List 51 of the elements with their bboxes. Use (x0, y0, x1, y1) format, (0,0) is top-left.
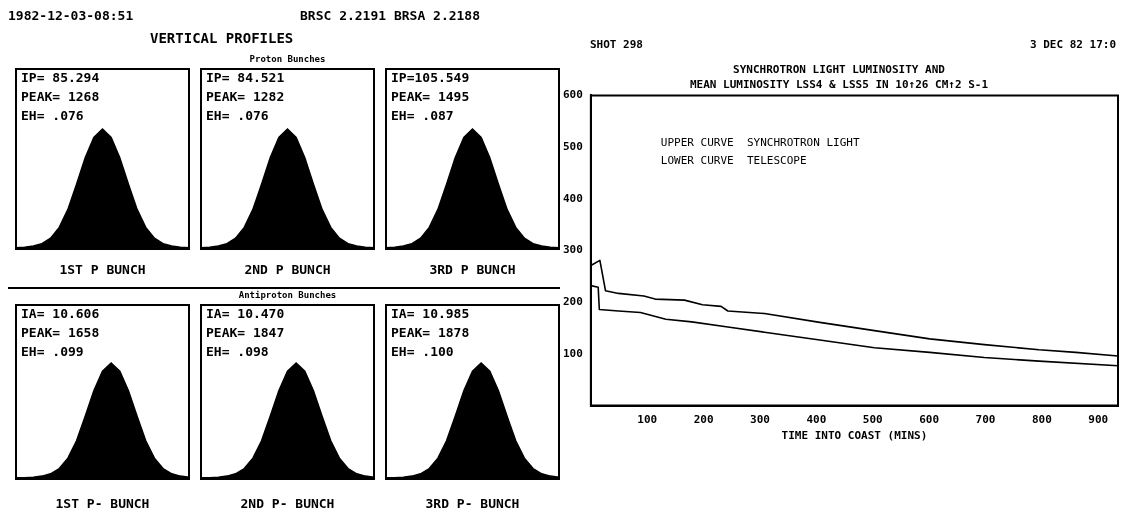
x-tick-label: 700 (975, 413, 996, 427)
text: IA= 10.985 (391, 305, 470, 321)
text: PEAK= 1268 (21, 88, 100, 104)
text: SHOT 298 (590, 38, 643, 52)
text: IP= 84.521 (206, 69, 285, 85)
text: IA= 10.606 (21, 305, 100, 321)
y-tick-label: 100 (562, 346, 583, 360)
x-axis-title: TIME INTO COAST (MINS) (781, 429, 928, 443)
text: IP= 85.294 (21, 69, 100, 85)
text: IA= 10.470 (206, 305, 285, 321)
x-axis-title: 2ND P BUNCH (243, 262, 332, 277)
chart-title: Proton Bunches (248, 54, 327, 64)
y-tick-label: 200 (562, 295, 583, 309)
x-axis-title: 1ST P- BUNCH (54, 496, 151, 511)
x-tick-label: 900 (1088, 413, 1109, 427)
text: VERTICAL PROFILES (150, 30, 294, 46)
x-axis-title: 3RD P- BUNCH (424, 496, 521, 511)
x-tick-label: 300 (750, 413, 770, 427)
text: PEAK= 1658 (21, 324, 100, 340)
text: 1982-12-03-08:51 (8, 8, 134, 23)
y-tick-label: 600 (562, 88, 583, 102)
text: EH= .099 (21, 343, 84, 359)
x-tick-label: 800 (1031, 413, 1052, 427)
x-tick-label: 200 (693, 413, 714, 427)
text: EH= .100 (391, 343, 454, 359)
text: PEAK= 1847 (206, 324, 285, 340)
text: EH= .098 (206, 343, 269, 359)
text: PEAK= 1495 (391, 88, 470, 104)
y-tick-label: 400 (562, 191, 583, 205)
text: BRSC 2.2191 BRSA 2.2188 (300, 8, 481, 23)
text: 3 DEC 82 17:0 (1029, 38, 1116, 52)
x-tick-label: 500 (862, 413, 883, 427)
text: EH= .087 (391, 107, 454, 123)
y-tick-label: 300 (562, 243, 583, 257)
x-tick-label: 100 (637, 413, 658, 427)
x-tick-label: 400 (806, 413, 827, 427)
x-axis-title: 1ST P BUNCH (58, 262, 147, 277)
x-tick-label: 600 (919, 413, 940, 427)
annotation: LOWER CURVE TELESCOPE (660, 153, 807, 167)
y-tick-label: 500 (562, 139, 583, 153)
text: EH= .076 (21, 107, 84, 123)
chart-subtitle: MEAN LUMINOSITY LSS4 & LSS5 IN 10↑26 CM↑2 S-1 (689, 77, 989, 91)
chart-title: SYNCHROTRON LIGHT LUMINOSITY AND (733, 63, 946, 77)
text: PEAK= 1282 (206, 88, 285, 104)
text: EH= .076 (206, 107, 269, 123)
x-axis-title: 2ND P- BUNCH (239, 496, 336, 511)
chart-title: Antiproton Bunches (237, 290, 338, 300)
text: IP=105.549 (391, 69, 470, 85)
x-axis-title: 3RD P BUNCH (428, 262, 517, 277)
annotation: UPPER CURVE SYNCHROTRON LIGHT (660, 135, 860, 149)
text: PEAK= 1878 (391, 324, 470, 340)
